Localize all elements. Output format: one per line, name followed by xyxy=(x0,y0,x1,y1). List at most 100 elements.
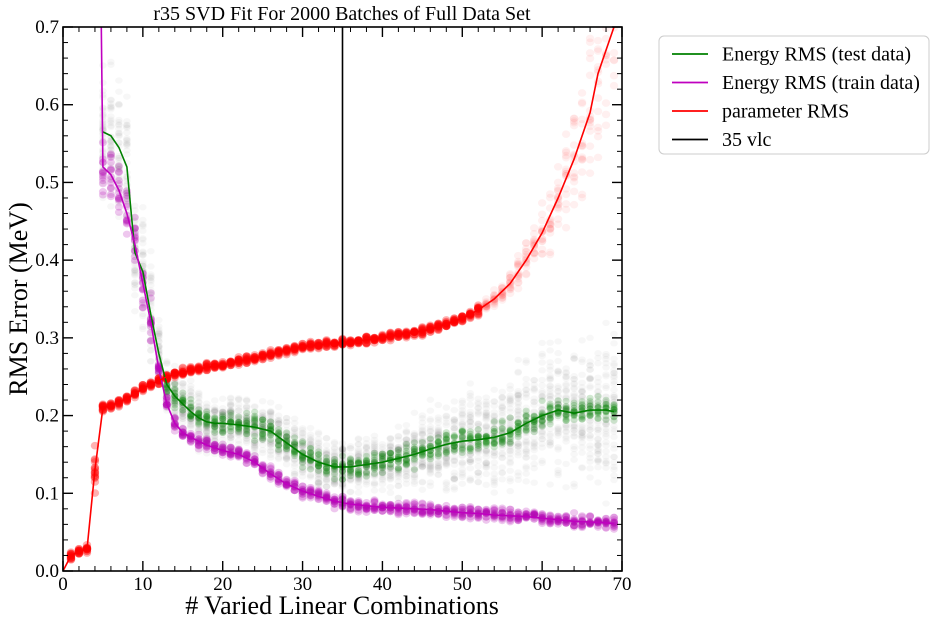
scatter-point xyxy=(354,458,363,465)
test-core-cloud xyxy=(203,408,211,430)
scatter-point xyxy=(458,514,467,522)
scatter-point xyxy=(594,415,602,422)
scatter-point xyxy=(275,446,283,453)
scatter-point xyxy=(594,456,602,462)
scatter-point xyxy=(443,462,451,468)
scatter-point xyxy=(498,399,506,405)
scatter-point xyxy=(226,443,235,451)
scatter-point xyxy=(482,439,490,446)
scatter-point xyxy=(90,474,100,482)
scatter-point xyxy=(458,434,466,442)
scatter-point xyxy=(378,454,387,461)
scatter-point xyxy=(458,445,466,452)
scatter-point xyxy=(250,452,259,460)
scatter-point xyxy=(187,406,195,414)
scatter-point xyxy=(155,317,163,323)
scatter-point xyxy=(227,412,235,419)
scatter-point xyxy=(434,438,442,446)
scatter-point xyxy=(562,417,570,424)
scatter-point xyxy=(443,422,451,428)
scatter-point xyxy=(387,436,395,442)
scatter-point xyxy=(370,506,379,515)
scatter-point xyxy=(298,438,307,445)
scatter-point xyxy=(418,509,427,517)
scatter-point xyxy=(419,428,427,434)
scatter-point xyxy=(306,483,315,492)
scatter-point xyxy=(498,515,507,523)
scatter-point xyxy=(458,427,466,435)
scatter-point xyxy=(546,481,554,487)
scatter-point xyxy=(234,446,243,454)
scatter-point xyxy=(602,514,611,523)
scatter-point xyxy=(482,438,490,445)
scatter-point xyxy=(251,416,259,423)
scatter-point xyxy=(402,500,411,508)
scatter-point xyxy=(498,410,506,416)
scatter-point xyxy=(226,453,235,461)
test-core-cloud xyxy=(290,434,299,460)
scatter-point xyxy=(98,402,108,411)
scatter-point xyxy=(130,391,140,400)
scatter-point xyxy=(147,248,155,254)
scatter-point xyxy=(610,513,619,521)
scatter-point xyxy=(610,408,618,416)
scatter-point xyxy=(514,419,522,427)
scatter-point xyxy=(546,405,554,412)
scatter-point xyxy=(570,399,578,407)
scatter-point xyxy=(474,442,482,449)
scatter-point xyxy=(146,289,155,297)
scatter-point xyxy=(314,467,323,475)
scatter-point xyxy=(570,404,578,411)
scatter-point xyxy=(418,444,426,452)
scatter-point xyxy=(242,450,251,459)
scatter-point xyxy=(131,308,139,314)
scatter-point xyxy=(314,489,323,497)
scatter-point xyxy=(171,404,179,412)
train-batch-cloud xyxy=(418,499,427,519)
scatter-point xyxy=(554,410,562,417)
scatter-point xyxy=(131,279,139,285)
scatter-point xyxy=(602,500,610,506)
scatter-point xyxy=(306,450,315,457)
scatter-point xyxy=(187,395,195,403)
scatter-point xyxy=(362,508,371,516)
test-core-cloud xyxy=(490,418,498,451)
scatter-point xyxy=(426,509,435,517)
scatter-point xyxy=(187,399,195,407)
scatter-point xyxy=(498,425,506,433)
scatter-point xyxy=(235,425,243,432)
scatter-point xyxy=(403,422,411,428)
scatter-point xyxy=(387,490,395,496)
scatter-point xyxy=(387,473,395,479)
scatter-point xyxy=(546,518,555,526)
scatter-point xyxy=(538,417,546,424)
scatter-point xyxy=(186,438,195,446)
scatter-point xyxy=(322,457,331,465)
scatter-point xyxy=(450,442,458,450)
scatter-point xyxy=(179,389,187,396)
scatter-point xyxy=(546,402,554,409)
scatter-point xyxy=(490,439,498,447)
scatter-point xyxy=(482,454,490,460)
scatter-point xyxy=(554,401,562,408)
scatter-point xyxy=(586,402,594,409)
scatter-point xyxy=(243,417,251,424)
scatter-point xyxy=(530,440,538,446)
scatter-point xyxy=(402,447,410,455)
scatter-point xyxy=(586,412,594,420)
scatter-point xyxy=(522,510,531,518)
scatter-point xyxy=(490,506,499,514)
scatter-point xyxy=(546,433,554,439)
scatter-point xyxy=(386,449,395,457)
scatter-point xyxy=(402,449,410,457)
scatter-point xyxy=(490,505,499,513)
scatter-point xyxy=(370,498,379,506)
scatter-point xyxy=(610,516,619,524)
scatter-point xyxy=(434,438,442,445)
scatter-point xyxy=(578,439,586,445)
scatter-point xyxy=(171,395,179,402)
scatter-point xyxy=(243,414,251,422)
scatter-point xyxy=(490,418,498,425)
scatter-point xyxy=(402,498,411,507)
scatter-point xyxy=(546,403,554,411)
